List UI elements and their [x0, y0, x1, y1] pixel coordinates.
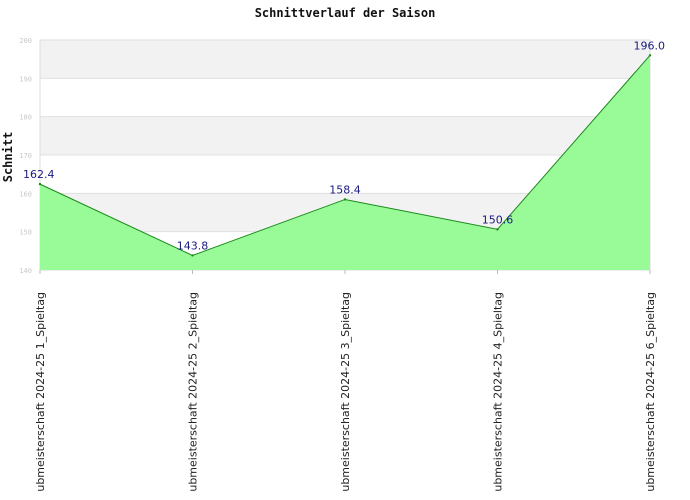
y-tick-label: 170 — [19, 152, 32, 160]
data-label: 150.6 — [482, 213, 514, 226]
data-point — [343, 198, 347, 201]
y-tick-label: 190 — [19, 75, 32, 83]
y-tick-label: 160 — [19, 190, 32, 198]
chart-title: Schnittverlauf der Saison — [255, 6, 436, 20]
data-point — [496, 228, 499, 231]
y-tick-label: 150 — [19, 229, 32, 237]
y-tick-label: 180 — [19, 114, 32, 122]
plot-area: 140 150 160 170 180 190 200 162.4 143.8 158.4 150.… — [19, 37, 665, 492]
y-tick-label: 140 — [19, 267, 32, 275]
x-tick-label: ubmeisterschaft 2024-25 1_Spieltag — [34, 292, 47, 492]
grid-band — [40, 78, 650, 117]
data-point — [648, 54, 652, 57]
grid-band — [40, 40, 650, 79]
data-point — [191, 254, 194, 257]
y-axis-label: Schnitt — [1, 132, 15, 183]
x-tick-label: ubmeisterschaft 2024-25 6_Spieltag — [644, 292, 657, 492]
data-label: 162.4 — [23, 168, 55, 181]
y-tick-label: 200 — [19, 37, 32, 45]
x-tick-label: ubmeisterschaft 2024-25 3_Spieltag — [339, 292, 352, 492]
data-label: 158.4 — [329, 183, 361, 196]
series-area — [40, 55, 650, 271]
grid-band — [40, 116, 650, 155]
data-point — [38, 182, 42, 186]
data-label: 196.0 — [634, 39, 666, 52]
data-label: 143.8 — [177, 239, 209, 252]
x-tick-label: ubmeisterschaft 2024-25 4_Spieltag — [492, 292, 505, 492]
x-tick-label: ubmeisterschaft 2024-25 2_Spieltag — [187, 292, 200, 492]
